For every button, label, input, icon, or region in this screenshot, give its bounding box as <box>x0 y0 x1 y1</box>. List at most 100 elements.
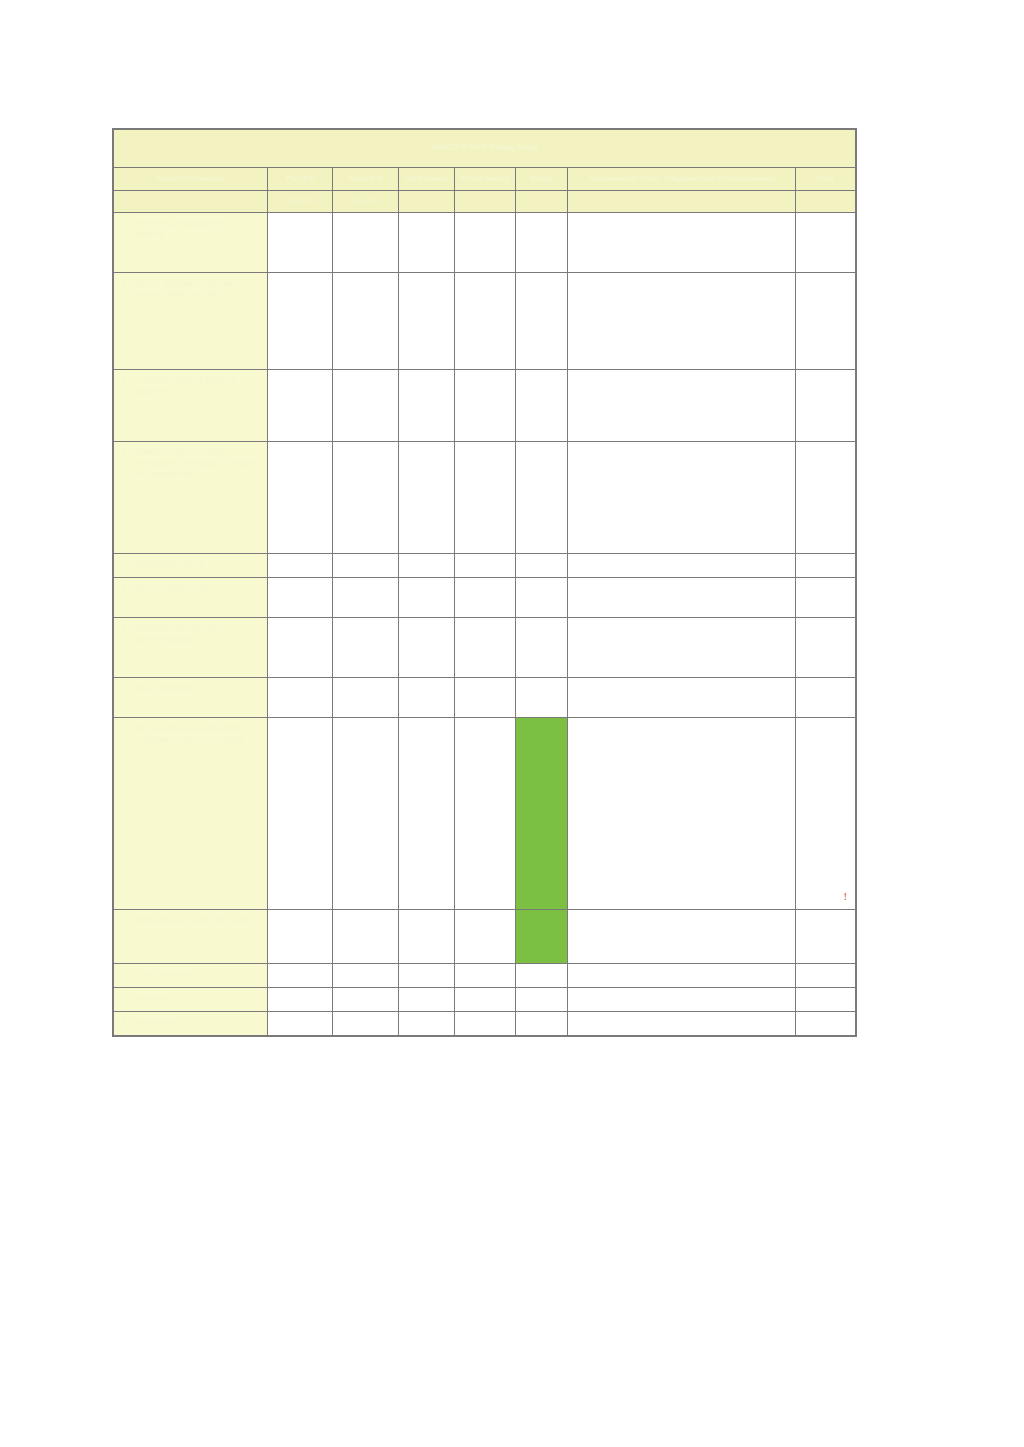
cell <box>568 370 796 442</box>
col-plan: Plan (%) <box>268 168 333 191</box>
cell <box>398 718 454 910</box>
row-text: Monitoring, evaluation and learning <box>136 219 255 241</box>
table-row: 2.Undertake M&E of quarter 3 activities <box>114 370 856 442</box>
cell <box>455 273 516 370</box>
subhead-blank-6 <box>515 191 567 213</box>
cell <box>455 678 516 718</box>
table-row: 4.Set up and test viral branding (using … <box>114 718 856 910</box>
cell <box>796 554 856 578</box>
subhead-blank-7 <box>568 191 796 213</box>
cell <box>268 370 333 442</box>
cell <box>796 988 856 1012</box>
cell <box>455 964 516 988</box>
status-cell <box>515 273 567 370</box>
status-cell <box>515 370 567 442</box>
cell <box>333 442 398 554</box>
row-text: Knowledge sharing <box>136 560 255 571</box>
table-row: 2.Establish and maintain communications <box>114 618 856 678</box>
row-index: 2. <box>122 376 136 387</box>
row-label: 8.Fact sheets <box>114 1012 268 1036</box>
cell <box>568 678 796 718</box>
cell <box>796 370 856 442</box>
cell <box>796 213 856 273</box>
row-text: Write and post online 100 stories <box>136 916 255 927</box>
table-row: 5.Write and post online 100 stories <box>114 910 856 964</box>
status-cell <box>515 678 567 718</box>
table-row: 8.Fact sheets <box>114 1012 856 1036</box>
row-index: 8. <box>122 1018 136 1029</box>
cell <box>398 1012 454 1036</box>
cell <box>333 554 398 578</box>
cell <box>796 578 856 618</box>
row-text: Undertake M&E of quarter 3 activities <box>136 376 255 398</box>
row-index: 7. <box>122 994 136 1005</box>
cell <box>455 988 516 1012</box>
subhead-blank-5 <box>455 191 516 213</box>
table: ANNEX C RAG Rating Sheet Activity/Delive… <box>113 129 856 1036</box>
cell <box>568 273 796 370</box>
alert-icon: ! <box>843 890 847 905</box>
cell <box>333 910 398 964</box>
cell <box>333 273 398 370</box>
cell <box>796 273 856 370</box>
cell <box>568 988 796 1012</box>
subhead-plan-baseline: Baseline <box>268 191 333 213</box>
cell <box>455 442 516 554</box>
status-cell <box>515 964 567 988</box>
cell <box>333 618 398 678</box>
cell <box>455 718 516 910</box>
cell <box>398 273 454 370</box>
cell <box>268 273 333 370</box>
cell <box>796 618 856 678</box>
table-row: Monitoring, evaluation and learning <box>114 213 856 273</box>
cell <box>268 618 333 678</box>
row-index: 2. <box>122 624 136 635</box>
row-text: Establish and maintain communications <box>136 624 255 646</box>
cell <box>268 213 333 273</box>
cell: ! <box>796 718 856 910</box>
row-index: 3. <box>122 684 136 695</box>
cell <box>455 578 516 618</box>
row-label: 3.Share information <box>114 678 268 718</box>
status-cell <box>515 213 567 273</box>
subhead-blank-1 <box>114 191 268 213</box>
row-text: Fact sheets <box>136 1018 255 1029</box>
status-cell <box>515 910 567 964</box>
status-cell <box>515 618 567 678</box>
col-finish: Finish (week) <box>455 168 516 191</box>
cell <box>568 1012 796 1036</box>
cell <box>268 964 333 988</box>
row-label: 1.Set up infrastructure <box>114 578 268 618</box>
cell <box>455 618 516 678</box>
cell <box>398 618 454 678</box>
cell <box>398 910 454 964</box>
cell <box>398 213 454 273</box>
cell <box>568 554 796 578</box>
subhead-done-baseline: Baseline <box>333 191 398 213</box>
cell <box>398 370 454 442</box>
row-label: 2.Establish and maintain communications <box>114 618 268 678</box>
cell <box>796 442 856 554</box>
status-cell <box>515 578 567 618</box>
status-cell <box>515 554 567 578</box>
row-label: 1.Set up, document, and train partners (… <box>114 273 268 370</box>
cell <box>568 213 796 273</box>
row-label: 7.Brochure <box>114 988 268 1012</box>
cell <box>398 964 454 988</box>
cell <box>268 718 333 910</box>
row-text: Brochure <box>136 994 255 1005</box>
row-index: 6. <box>122 970 136 981</box>
cell <box>568 618 796 678</box>
cell <box>268 678 333 718</box>
row-label: 5.Write and post online 100 stories <box>114 910 268 964</box>
table-row: Knowledge sharing <box>114 554 856 578</box>
subhead-blank-8 <box>796 191 856 213</box>
col-comments: Achievement/ Risks, Mitigation and other… <box>568 168 796 191</box>
cell <box>796 910 856 964</box>
cell <box>796 678 856 718</box>
row-label: 3.Baseline report on existing knowledge … <box>114 442 268 554</box>
cell <box>568 910 796 964</box>
cell <box>398 442 454 554</box>
table-row: 1.Set up infrastructure <box>114 578 856 618</box>
row-index: 5. <box>122 916 136 927</box>
